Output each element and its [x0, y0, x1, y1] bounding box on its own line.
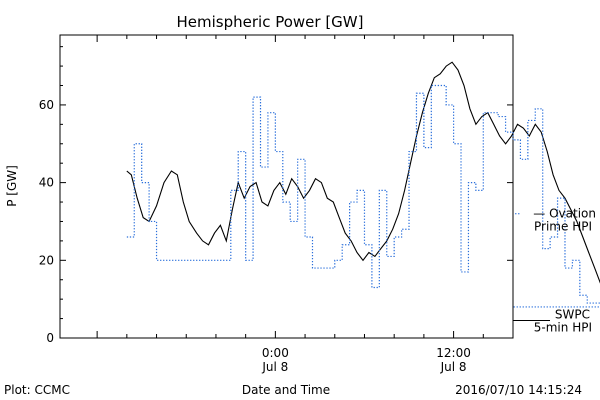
y-axis-label: P [GW]: [5, 165, 19, 207]
series-layer: [126, 61, 600, 308]
y-axis: 0 20 40 60: [39, 46, 513, 345]
x-tick-label-time: 0:00: [262, 346, 289, 360]
series-ovation-prime-hpi: [126, 84, 600, 308]
plot-credit: Plot: CCMC: [4, 383, 70, 397]
y-tick-label: 40: [39, 176, 54, 190]
legend-swpc-label-line1: SWPC: [555, 308, 590, 322]
plot-frame: [59, 34, 514, 339]
plot-timestamp: 2016/07/10 14:15:24: [455, 383, 582, 397]
x-tick-label-date: Jul 8: [440, 360, 467, 374]
y-tick-label: 20: [39, 253, 54, 267]
y-tick-label: 0: [46, 331, 54, 345]
x-axis-label: Date and Time: [242, 383, 330, 397]
y-tick-label: 60: [39, 98, 54, 112]
legend-ovation-label-line2: Prime HPI: [534, 220, 592, 234]
chart-title: Hemispheric Power [GW]: [177, 13, 364, 31]
legend-ovation-label-line1: — Ovation: [533, 207, 596, 221]
x-tick-label-time: 12:00: [436, 346, 471, 360]
series-swpc-5min-hpi: [126, 61, 600, 284]
x-tick-label-date: Jul 8: [261, 360, 288, 374]
legend-swpc-label-line2: 5-min HPI: [534, 321, 592, 335]
